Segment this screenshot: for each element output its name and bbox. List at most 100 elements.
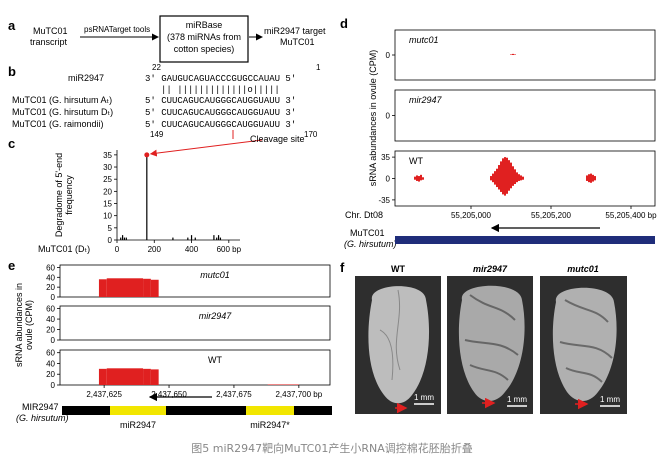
bar [590, 178, 592, 183]
annotation-text: Cleavage site [250, 134, 305, 144]
bar [219, 237, 222, 240]
bar [123, 237, 126, 240]
bar [512, 178, 514, 186]
bar [508, 178, 510, 191]
y-tick-label: 5 [108, 224, 113, 233]
track-title: mutc01 [409, 35, 439, 45]
bar [594, 176, 596, 179]
bar [106, 278, 144, 297]
position-label: 1 [316, 63, 321, 72]
x-tick-label: 55,205,000 [451, 211, 492, 220]
bar [512, 166, 514, 179]
embryo-image: 1 mm [540, 276, 627, 414]
bar [187, 237, 189, 240]
bar [414, 176, 416, 179]
y-tick-label: 0 [386, 51, 391, 60]
bar [125, 237, 127, 240]
bar [190, 235, 193, 240]
bar [418, 178, 420, 182]
panel-label: e [8, 258, 15, 273]
y-tick-label: 20 [46, 326, 55, 335]
bar [518, 174, 520, 179]
bar [146, 154, 148, 240]
mirna-label: miR2947 [68, 73, 104, 83]
bar [98, 279, 107, 297]
box-text: cotton species) [174, 44, 235, 54]
bar [586, 175, 588, 179]
track-title: mutc01 [200, 270, 230, 280]
bar [504, 178, 506, 196]
y-axis-label: frequency [64, 175, 74, 215]
mature-region [110, 406, 166, 415]
bar [143, 278, 151, 297]
x-tick-label: 55,205,400 bp [605, 211, 657, 220]
plot-frame [59, 349, 331, 386]
species-label: (G. hirsutum) [344, 239, 397, 249]
bar [522, 178, 524, 180]
bar [120, 237, 122, 240]
track-title: WT [208, 355, 222, 365]
bar [416, 175, 418, 179]
bar [492, 178, 494, 183]
mirna-sequence: 3' GAUGUCAGUACCCGUGCCAUAU 5' [145, 74, 296, 84]
plot-frame [394, 150, 656, 207]
x-axis-label: Chr. Dt08 [345, 210, 383, 220]
box-text: miRBase [186, 20, 223, 30]
result-text: MuTC01 [280, 37, 315, 47]
bar [422, 177, 424, 179]
bar [500, 178, 502, 192]
position-label: 22 [152, 63, 161, 72]
target-sequence: 5' CUUCAGUCAUGGGCAUGGUAUU 3' [145, 96, 296, 106]
bar [216, 237, 218, 240]
bar [588, 174, 590, 179]
bar [494, 178, 496, 185]
y-tick-label: 60 [46, 263, 55, 272]
y-tick-label: 25 [103, 175, 112, 184]
gene-bar [62, 406, 332, 415]
feature-label: miR2947 [120, 420, 156, 430]
y-tick-label: 35 [381, 153, 390, 162]
bar [590, 173, 592, 179]
bar [592, 174, 594, 179]
bar [496, 168, 498, 179]
track-title: WT [409, 156, 423, 166]
y-axis-label: Degradome of 5'-end [54, 153, 64, 237]
y-tick-label: 10 [103, 212, 112, 221]
bar [512, 53, 514, 55]
plot-frame [59, 305, 331, 341]
bar [514, 54, 516, 55]
image-title: WT [391, 264, 405, 274]
x-tick-label: 600 bp [217, 245, 242, 254]
bar [520, 175, 522, 179]
scale-label: 1 mm [507, 395, 527, 404]
bar [514, 178, 516, 184]
x-tick-label: 0 [115, 245, 120, 254]
bar [510, 162, 512, 179]
y-tick-label: 0 [386, 175, 391, 184]
panel-label: b [8, 64, 16, 79]
bar [516, 172, 518, 179]
bar [420, 178, 422, 181]
y-tick-label: 20 [103, 187, 112, 196]
bar [518, 178, 520, 181]
scale-label: 1 mm [414, 393, 434, 402]
bar [422, 178, 424, 180]
bar [522, 176, 524, 179]
x-tick-label: 2,437,700 bp [275, 390, 322, 399]
bar [510, 178, 512, 189]
x-tick-label: 55,205,200 [531, 211, 572, 220]
y-tick-label: 15 [103, 200, 112, 209]
target-label: MuTC01 (G. hirsutum Dₜ) [12, 107, 113, 117]
bar [494, 171, 496, 179]
bar [418, 176, 420, 179]
y-tick-label: 60 [46, 305, 55, 314]
track-title: mir2947 [199, 311, 233, 321]
y-tick-label: 30 [103, 163, 112, 172]
y-tick-label: 0 [386, 112, 391, 121]
image-title: mutc01 [567, 264, 599, 274]
bar [121, 235, 124, 240]
bar [490, 178, 492, 181]
pairing: || |||||||||||||o||||| [161, 85, 280, 95]
caption: 图5 miR2947靶向MuTC01产生小RNA调控棉花胚胎折叠 [191, 441, 473, 455]
target-label: MuTC01 (G. hirsutum Aₜ) [12, 95, 112, 105]
